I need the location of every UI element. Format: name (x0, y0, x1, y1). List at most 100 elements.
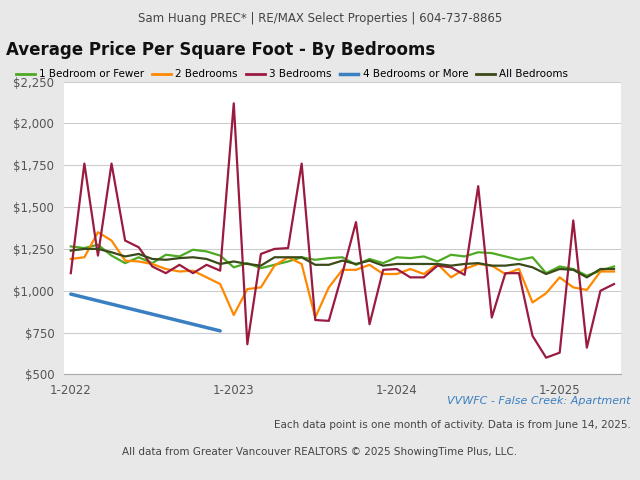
1 Bedroom or Fewer (461, 253, 468, 259)
2 Bedrooms (271, 263, 278, 268)
2 Bedrooms (556, 275, 564, 280)
1 Bedroom or Fewer (556, 264, 564, 269)
All Bedrooms (380, 263, 387, 268)
3 Bedrooms (529, 333, 536, 339)
1 Bedroom or Fewer (257, 265, 265, 271)
All Bedrooms (203, 256, 211, 262)
3 Bedrooms (108, 161, 115, 167)
2 Bedrooms (298, 261, 305, 267)
1 Bedroom or Fewer (380, 260, 387, 266)
2 Bedrooms (365, 262, 373, 268)
All Bedrooms (365, 258, 373, 264)
All Bedrooms (474, 260, 482, 266)
3 Bedrooms (352, 219, 360, 225)
3 Bedrooms (583, 345, 591, 350)
3 Bedrooms (365, 321, 373, 327)
All Bedrooms (148, 256, 156, 262)
4 Bedrooms or More (189, 321, 197, 327)
2 Bedrooms (312, 314, 319, 320)
1 Bedroom or Fewer (94, 242, 102, 248)
2 Bedrooms (352, 267, 360, 273)
Line: 3 Bedrooms: 3 Bedrooms (71, 103, 614, 358)
1 Bedroom or Fewer (420, 253, 428, 259)
4 Bedrooms or More (216, 328, 224, 334)
1 Bedroom or Fewer (393, 254, 401, 260)
3 Bedrooms (461, 272, 468, 278)
2 Bedrooms (162, 266, 170, 272)
All Bedrooms (393, 261, 401, 267)
All Bedrooms (175, 255, 183, 261)
1 Bedroom or Fewer (583, 273, 591, 278)
1 Bedroom or Fewer (189, 247, 197, 252)
4 Bedrooms or More (94, 298, 102, 304)
3 Bedrooms (216, 268, 224, 274)
2 Bedrooms (583, 287, 591, 293)
1 Bedroom or Fewer (243, 260, 251, 266)
1 Bedroom or Fewer (529, 254, 536, 260)
3 Bedrooms (515, 270, 523, 276)
3 Bedrooms (325, 318, 333, 324)
All Bedrooms (515, 261, 523, 267)
Text: All data from Greater Vancouver REALTORS © 2025 ShowingTime Plus, LLC.: All data from Greater Vancouver REALTORS… (122, 447, 518, 457)
4 Bedrooms or More (162, 314, 170, 320)
2 Bedrooms (257, 285, 265, 290)
1 Bedroom or Fewer (365, 256, 373, 262)
Line: 2 Bedrooms: 2 Bedrooms (71, 232, 614, 317)
All Bedrooms (312, 262, 319, 268)
4 Bedrooms or More (148, 312, 156, 317)
3 Bedrooms (570, 217, 577, 223)
2 Bedrooms (488, 263, 495, 268)
All Bedrooms (542, 271, 550, 277)
1 Bedroom or Fewer (148, 260, 156, 266)
3 Bedrooms (175, 262, 183, 268)
3 Bedrooms (312, 317, 319, 323)
2 Bedrooms (502, 271, 509, 277)
3 Bedrooms (447, 264, 455, 270)
All Bedrooms (339, 258, 346, 264)
All Bedrooms (610, 266, 618, 272)
2 Bedrooms (474, 261, 482, 267)
2 Bedrooms (461, 266, 468, 272)
1 Bedroom or Fewer (298, 254, 305, 260)
2 Bedrooms (447, 275, 455, 280)
All Bedrooms (488, 263, 495, 268)
3 Bedrooms (393, 266, 401, 272)
1 Bedroom or Fewer (230, 264, 237, 270)
3 Bedrooms (81, 161, 88, 167)
3 Bedrooms (243, 341, 251, 347)
All Bedrooms (529, 264, 536, 270)
3 Bedrooms (406, 275, 414, 280)
All Bedrooms (189, 254, 197, 260)
2 Bedrooms (570, 285, 577, 290)
1 Bedroom or Fewer (488, 250, 495, 256)
3 Bedrooms (148, 264, 156, 269)
2 Bedrooms (542, 290, 550, 296)
1 Bedroom or Fewer (67, 243, 75, 249)
3 Bedrooms (380, 267, 387, 273)
3 Bedrooms (298, 161, 305, 167)
All Bedrooms (325, 262, 333, 268)
1 Bedroom or Fewer (610, 264, 618, 269)
3 Bedrooms (502, 270, 509, 276)
3 Bedrooms (271, 246, 278, 252)
All Bedrooms (243, 261, 251, 267)
Text: Each data point is one month of activity. Data is from June 14, 2025.: Each data point is one month of activity… (273, 420, 630, 430)
Line: 1 Bedroom or Fewer: 1 Bedroom or Fewer (71, 245, 614, 276)
All Bedrooms (298, 254, 305, 260)
4 Bedrooms or More (203, 324, 211, 330)
3 Bedrooms (67, 270, 75, 276)
2 Bedrooms (406, 266, 414, 272)
3 Bedrooms (230, 100, 237, 106)
2 Bedrooms (393, 271, 401, 277)
1 Bedroom or Fewer (203, 249, 211, 254)
Text: Sam Huang PREC* | RE/MAX Select Properties | 604-737-8865: Sam Huang PREC* | RE/MAX Select Properti… (138, 12, 502, 25)
2 Bedrooms (108, 238, 115, 243)
1 Bedroom or Fewer (108, 253, 115, 259)
2 Bedrooms (610, 269, 618, 275)
3 Bedrooms (189, 270, 197, 276)
1 Bedroom or Fewer (312, 257, 319, 263)
2 Bedrooms (284, 254, 292, 260)
2 Bedrooms (94, 229, 102, 235)
All Bedrooms (352, 261, 360, 267)
Legend: 1 Bedroom or Fewer, 2 Bedrooms, 3 Bedrooms, 4 Bedrooms or More, All Bedrooms: 1 Bedroom or Fewer, 2 Bedrooms, 3 Bedroo… (12, 65, 573, 84)
